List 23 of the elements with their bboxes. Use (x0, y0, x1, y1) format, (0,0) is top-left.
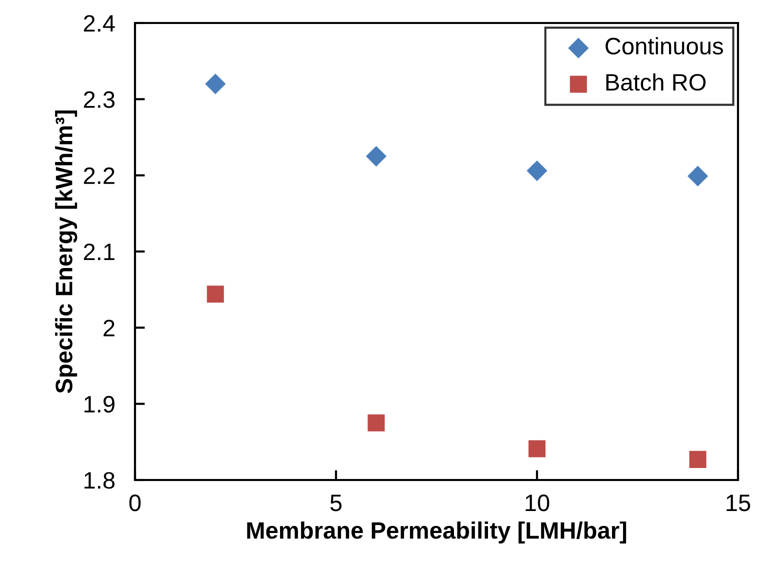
point (366, 146, 386, 167)
y-tick-label: 2.3 (84, 91, 115, 108)
x-tick-label: 5 (330, 494, 342, 512)
point (526, 160, 548, 182)
y-tick-label: 1.8 (84, 472, 115, 489)
point (368, 414, 385, 432)
legend-label: Continuous (606, 37, 723, 55)
x-axis-title: Membrane Permeability [LMH/bar] (247, 521, 626, 544)
point (528, 440, 546, 458)
x-tick-label: 10 (526, 494, 550, 512)
legend-label: Batch RO (606, 73, 706, 91)
y-tick-label: 1.9 (84, 396, 114, 413)
point (206, 286, 224, 303)
point (205, 74, 226, 94)
point (689, 450, 706, 468)
y-axis-title: Specific Energy [kWh/m³] (55, 110, 78, 394)
x-tick-label: 0 (129, 494, 141, 512)
y-tick-label: 2.1 (84, 244, 114, 260)
point (688, 166, 708, 186)
y-tick-label: 2.4 (84, 15, 115, 32)
y-tick-label: 2.2 (84, 167, 114, 184)
x-tick-label: 15 (726, 494, 750, 512)
y-tick-label: 2 (104, 320, 114, 336)
